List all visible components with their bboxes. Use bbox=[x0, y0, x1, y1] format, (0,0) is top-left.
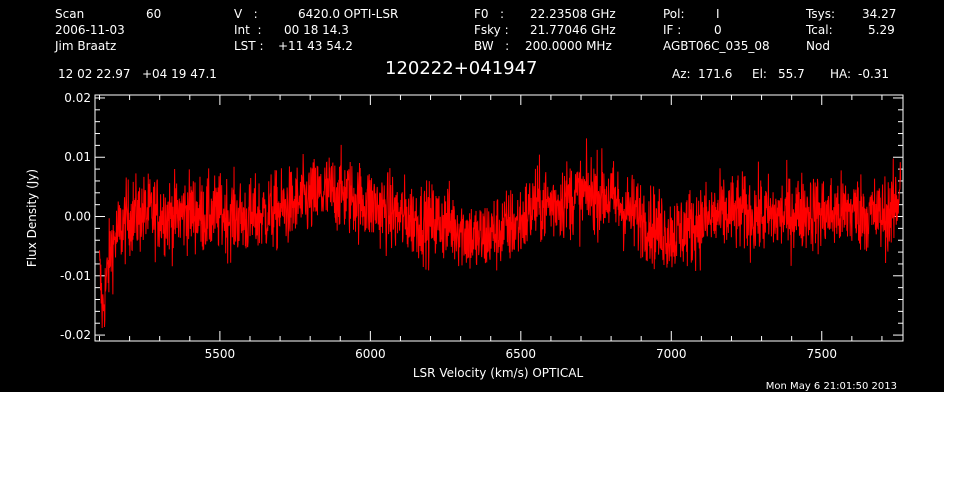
if-label: IF : bbox=[663, 23, 682, 37]
pol-value: I bbox=[716, 7, 720, 21]
source-name: 120222+041947 bbox=[385, 58, 538, 79]
lst-value: +11 43 54.2 bbox=[278, 39, 353, 53]
plot-area: Scan 60 2006-11-03 Jim Braatz V : 6420.0… bbox=[0, 0, 944, 392]
y-tick-label: 0.00 bbox=[64, 210, 91, 224]
source-coordinates: 12 02 22.97 +04 19 47.1 bbox=[58, 67, 217, 81]
tsys-label: Tsys: bbox=[806, 7, 835, 21]
scan-value: 60 bbox=[146, 7, 162, 21]
plot-timestamp: Mon May 6 21:01:50 2013 bbox=[766, 381, 897, 392]
integration-label: Int : bbox=[234, 23, 262, 37]
plot-frame bbox=[94, 94, 904, 342]
tcal-label: Tcal: bbox=[806, 23, 833, 37]
y-tick-label: -0.02 bbox=[60, 328, 91, 342]
y-tick-label: -0.01 bbox=[60, 269, 91, 283]
spectrum-line bbox=[99, 138, 902, 329]
pol-label: Pol: bbox=[663, 7, 685, 21]
hour-angle-value: -0.31 bbox=[858, 67, 890, 81]
observing-mode: Nod bbox=[806, 39, 830, 53]
obs-date: 2006-11-03 bbox=[55, 23, 125, 37]
fsky-value: 21.77046 GHz bbox=[530, 23, 616, 37]
axis-tick-labels: 5500 6000 6500 7000 7500 -0.02 -0.01 0.00 0.01 0.… bbox=[60, 91, 837, 361]
azimuth-label: Az: bbox=[672, 67, 691, 81]
f0-value: 22.23508 GHz bbox=[530, 7, 616, 21]
velocity-label: V : bbox=[234, 7, 258, 21]
integration-value: 00 18 14.3 bbox=[284, 23, 349, 37]
x-tick-label: 7500 bbox=[806, 347, 837, 361]
x-tick-label: 6000 bbox=[355, 347, 386, 361]
tsys-value: 34.27 bbox=[862, 7, 897, 21]
axis-ticks bbox=[95, 95, 903, 341]
project-id: AGBT06C_035_08 bbox=[663, 39, 770, 53]
azimuth-value: 171.6 bbox=[698, 67, 733, 81]
elevation-label: El: bbox=[752, 67, 767, 81]
y-axis-title: Flux Density (Jy) bbox=[25, 169, 39, 267]
y-tick-label: 0.01 bbox=[64, 150, 91, 164]
lst-label: LST : bbox=[234, 39, 264, 53]
observer-name: Jim Braatz bbox=[55, 39, 117, 53]
f0-label: F0 : bbox=[474, 7, 505, 21]
y-tick-label: 0.02 bbox=[64, 91, 91, 105]
x-tick-label: 5500 bbox=[205, 347, 236, 361]
x-tick-label: 7000 bbox=[656, 347, 687, 361]
elevation-value: 55.7 bbox=[778, 67, 805, 81]
spectrum-chart: 5500 6000 6500 7000 7500 -0.02 -0.01 0.00 0.01 0.… bbox=[25, 91, 904, 392]
scan-label: Scan bbox=[55, 7, 85, 21]
bandwidth-value: 200.0000 MHz bbox=[525, 39, 612, 53]
bandwidth-label: BW : bbox=[474, 39, 510, 53]
hour-angle-label: HA: bbox=[830, 67, 852, 81]
fsky-label: Fsky : bbox=[474, 23, 509, 37]
x-axis-title: LSR Velocity (km/s) OPTICAL bbox=[413, 366, 584, 380]
velocity-value: 6420.0 OPTI-LSR bbox=[298, 7, 399, 21]
x-tick-label: 6500 bbox=[506, 347, 537, 361]
if-value: 0 bbox=[714, 23, 722, 37]
tcal-value: 5.29 bbox=[868, 23, 895, 37]
